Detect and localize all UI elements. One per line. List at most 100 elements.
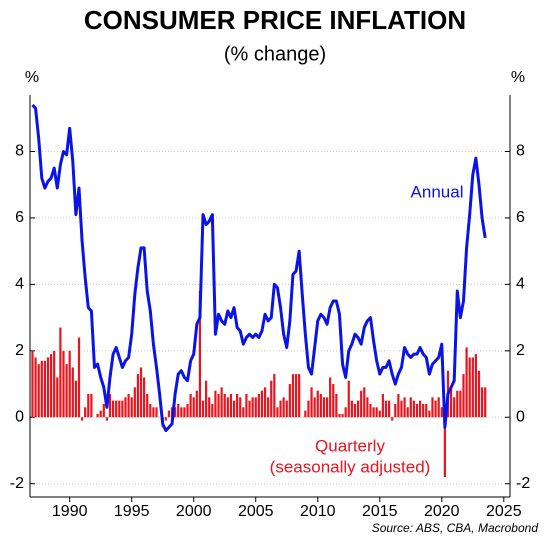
bar [239,397,242,418]
bar [180,407,183,418]
y2-tick-label: 2 [516,342,525,359]
series-note: (seasonally adjusted) [270,457,431,476]
y2-tick-label: 4 [516,276,525,293]
bar [322,397,326,418]
bar [412,400,415,418]
bar [226,397,229,418]
y-tick-label: 4 [15,276,24,293]
bar [40,360,43,418]
bar [174,407,177,418]
bar [177,403,180,418]
y-tick-label: 6 [15,209,24,226]
bar [220,387,223,418]
bar [403,397,406,418]
bar [74,380,77,418]
bar [276,407,279,418]
bar [87,394,90,418]
bar [291,374,295,418]
bar [53,350,56,418]
bar [409,397,412,418]
x-tick-label: 2015 [362,503,398,520]
bar [480,387,484,418]
bar [332,384,335,418]
bar [369,403,372,418]
bar [205,380,208,418]
bar [232,400,236,418]
bar [124,397,127,418]
bar [164,417,167,421]
bar [484,387,487,418]
y-tick-label: 2 [15,342,24,359]
y2-tick-label: 8 [516,143,525,160]
bar [394,403,397,418]
bar [381,394,384,418]
source-note: Source: ABS, CBA, Macrobond [372,521,539,535]
x-tick-label: 2000 [176,503,212,520]
bar [347,380,350,418]
bar [294,374,298,418]
bar [325,397,329,418]
bar [360,390,363,418]
bar [34,357,37,418]
bar [353,403,357,418]
bar [77,337,81,418]
bar [46,357,50,418]
chart-subtitle: (% change) [224,43,326,65]
bar [236,394,239,418]
x-tick-label: 1995 [114,503,150,520]
bar [263,387,267,418]
bar [329,377,332,418]
bar [118,400,121,418]
x-tick-label: 2020 [424,503,460,520]
y2-axis-label: % [511,69,525,86]
bar [456,390,459,418]
bar [59,327,62,418]
bar [425,403,428,418]
bar [418,400,422,418]
bar [474,354,477,418]
y-tick-label: 8 [15,143,24,160]
bar [449,387,453,418]
bar [372,407,375,418]
bar [273,374,276,418]
bar [319,394,322,418]
bar [152,407,155,418]
bar [254,397,257,418]
bar [415,403,419,418]
bar [143,377,146,418]
bar [397,394,400,418]
bar [49,354,53,418]
bar [288,384,291,418]
bar [384,400,388,418]
bar [127,394,130,418]
y2-tick-label: 0 [516,408,525,425]
bar [198,291,202,418]
bar [316,390,319,418]
bar [431,397,434,418]
bar [285,400,288,418]
bar [65,364,68,418]
bar [387,400,391,418]
bar [217,394,220,418]
bar [462,374,465,418]
bar [304,410,307,418]
chart-title: CONSUMER PRICE INFLATION [84,5,466,35]
bar [406,407,409,418]
bar [338,413,341,418]
bar [102,403,105,418]
bar [437,397,440,418]
y-axis-label: % [25,69,39,86]
bar [99,410,102,418]
bar [56,377,59,418]
bar [391,417,394,421]
bar [375,407,378,418]
bar [356,400,360,418]
bar [155,407,158,418]
bar [307,400,310,418]
bar [189,394,192,418]
y2-tick-label: -2 [516,475,530,492]
bar [468,357,471,418]
bar [257,394,260,418]
bar [139,367,143,418]
